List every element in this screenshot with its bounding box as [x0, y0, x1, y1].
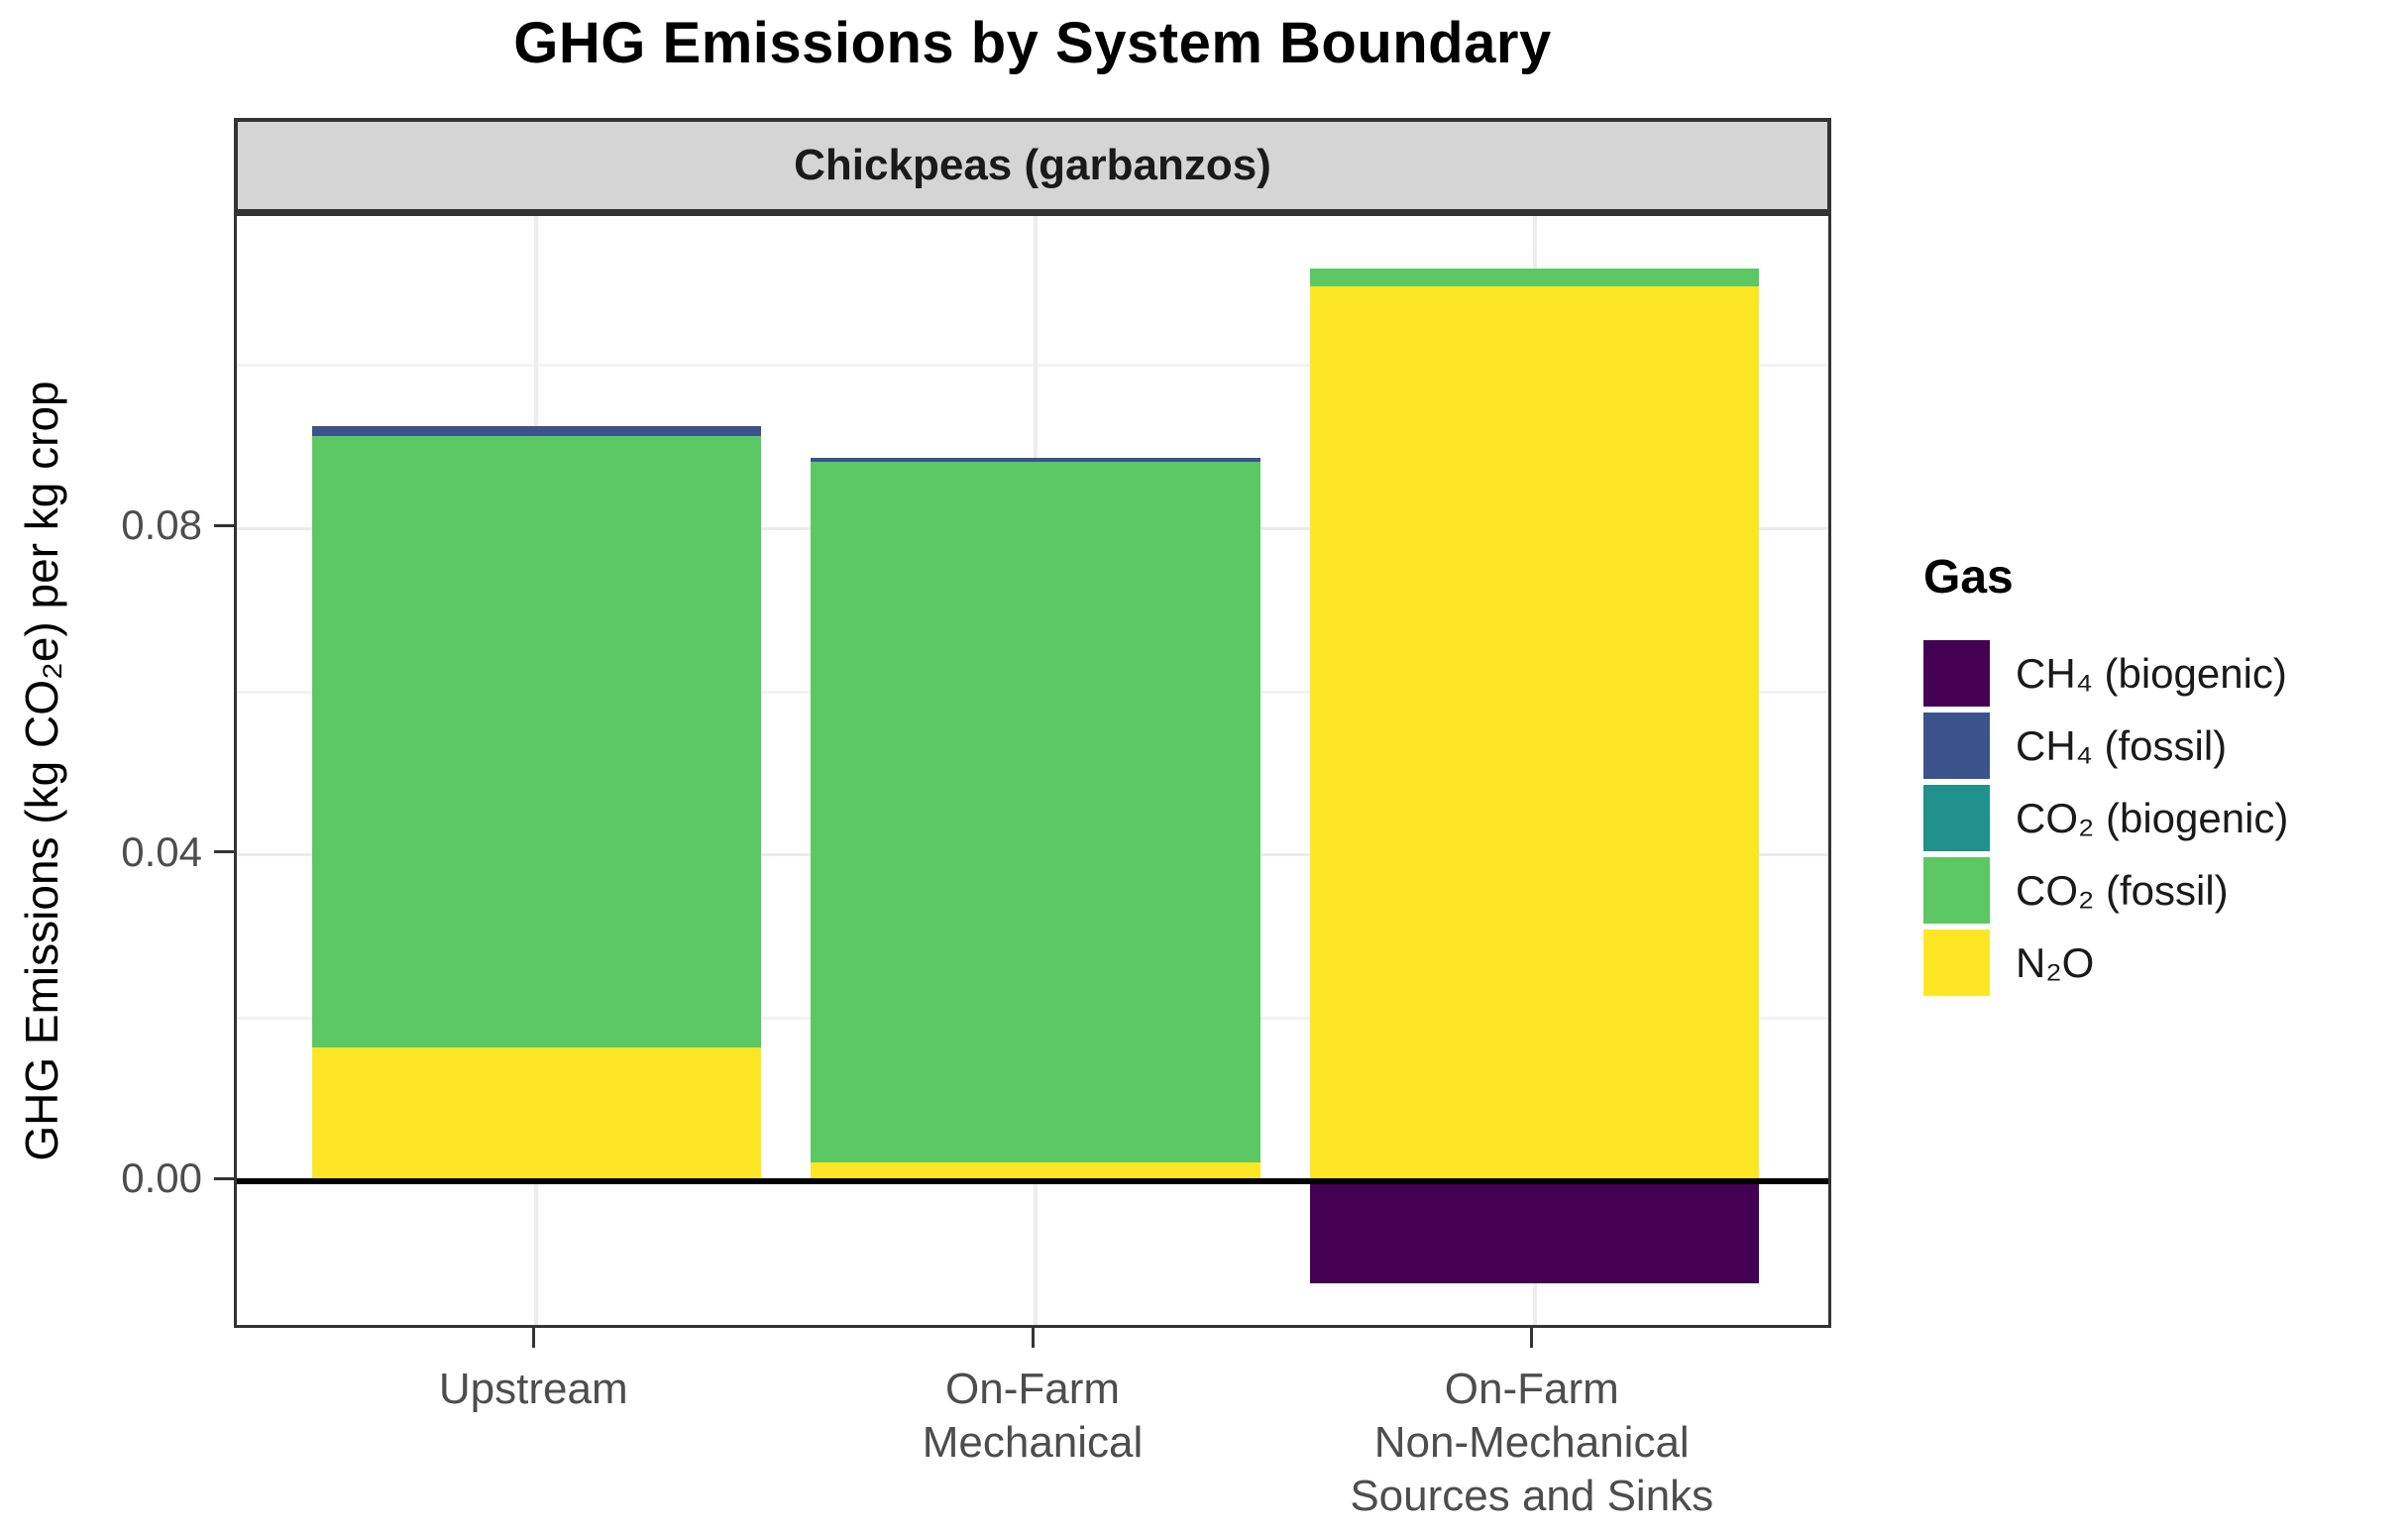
legend-swatch-co-biogenic [1923, 785, 1990, 851]
legend-items: CH₄ (biogenic) CH₄ (fossil) CO₂ (biogenic)… [1923, 640, 2288, 996]
x-tick-label-line: Non-Mechanical [1373, 1418, 1690, 1467]
bar-segment-ch-fossil [811, 457, 1260, 462]
legend: Gas CH₄ (biogenic) CH₄ (fossil) CO₂ (bioge… [1923, 550, 2288, 1002]
x-tick-label-line: Mechanical [922, 1418, 1144, 1467]
y-tick-mark [214, 1176, 234, 1180]
x-tick-label-line: Upstream [438, 1365, 628, 1413]
legend-item-co-fossil: CO₂ (fossil) [1923, 857, 2288, 924]
bar-segment-ch-biogenic [1310, 1181, 1760, 1284]
bar-segment-co-fossil [811, 461, 1260, 1163]
x-tick-label-line: On-Farm [945, 1365, 1120, 1413]
legend-title: Gas [1923, 551, 2014, 604]
facet-strip: Chickpeas (garbanzos) [234, 118, 1831, 213]
legend-swatch-n-o [1923, 930, 1990, 996]
chart-title: GHG Emissions by System Boundary [513, 11, 1552, 75]
y-tick-label: 0.08 [121, 501, 202, 549]
legend-label: CH₄ (biogenic) [2016, 649, 2287, 697]
legend-label: CO₂ (biogenic) [2016, 794, 2289, 841]
bar-segment-co-fossil [1310, 268, 1760, 286]
legend-item-n-o: N₂O [1923, 930, 2288, 996]
y-tick-mark [214, 850, 234, 854]
bar-segment-co-fossil [311, 435, 761, 1048]
legend-item-ch-biogenic: CH₄ (biogenic) [1923, 640, 2288, 707]
y-tick-mark [214, 523, 234, 527]
x-tick-mark [1031, 1328, 1035, 1348]
legend-label: CH₄ (fossil) [2016, 721, 2228, 769]
legend-swatch-ch-biogenic [1923, 640, 1990, 707]
x-tick-label-line: On-Farm [1444, 1365, 1619, 1413]
bar-segment-n-o [311, 1047, 761, 1182]
y-tick-label: 0.00 [121, 1154, 202, 1202]
y-tick-label: 0.04 [121, 827, 202, 875]
x-tick-mark [531, 1328, 535, 1348]
x-tick-label-line: Sources and Sinks [1350, 1472, 1714, 1520]
x-tick-label: On-Farm Mechanical [715, 1363, 1350, 1470]
x-tick-label: On-Farm Non-Mechanical Sources and Sinks [1215, 1363, 1849, 1523]
bar-segment-n-o [1310, 285, 1760, 1182]
bar-segment-ch-fossil [311, 425, 761, 436]
plot-panel [234, 213, 1831, 1328]
legend-swatch-co-fossil [1923, 857, 1990, 924]
facet-strip-label: Chickpeas (garbanzos) [794, 141, 1271, 189]
legend-label: N₂O [2016, 938, 2095, 986]
gridline-y-minor [237, 364, 1828, 368]
legend-item-ch-fossil: CH₄ (fossil) [1923, 713, 2288, 779]
x-tick-label: Upstream [216, 1363, 850, 1416]
legend-label: CO₂ (fossil) [2016, 866, 2229, 914]
x-tick-mark [1530, 1328, 1534, 1348]
bar-segment-n-o [811, 1162, 1260, 1182]
legend-swatch-ch-fossil [1923, 713, 1990, 779]
y-axis-title: GHG Emissions (kg CO₂e) per kg crop [16, 381, 67, 1161]
zero-line [237, 1178, 1828, 1185]
legend-item-co-biogenic: CO₂ (biogenic) [1923, 785, 2288, 851]
